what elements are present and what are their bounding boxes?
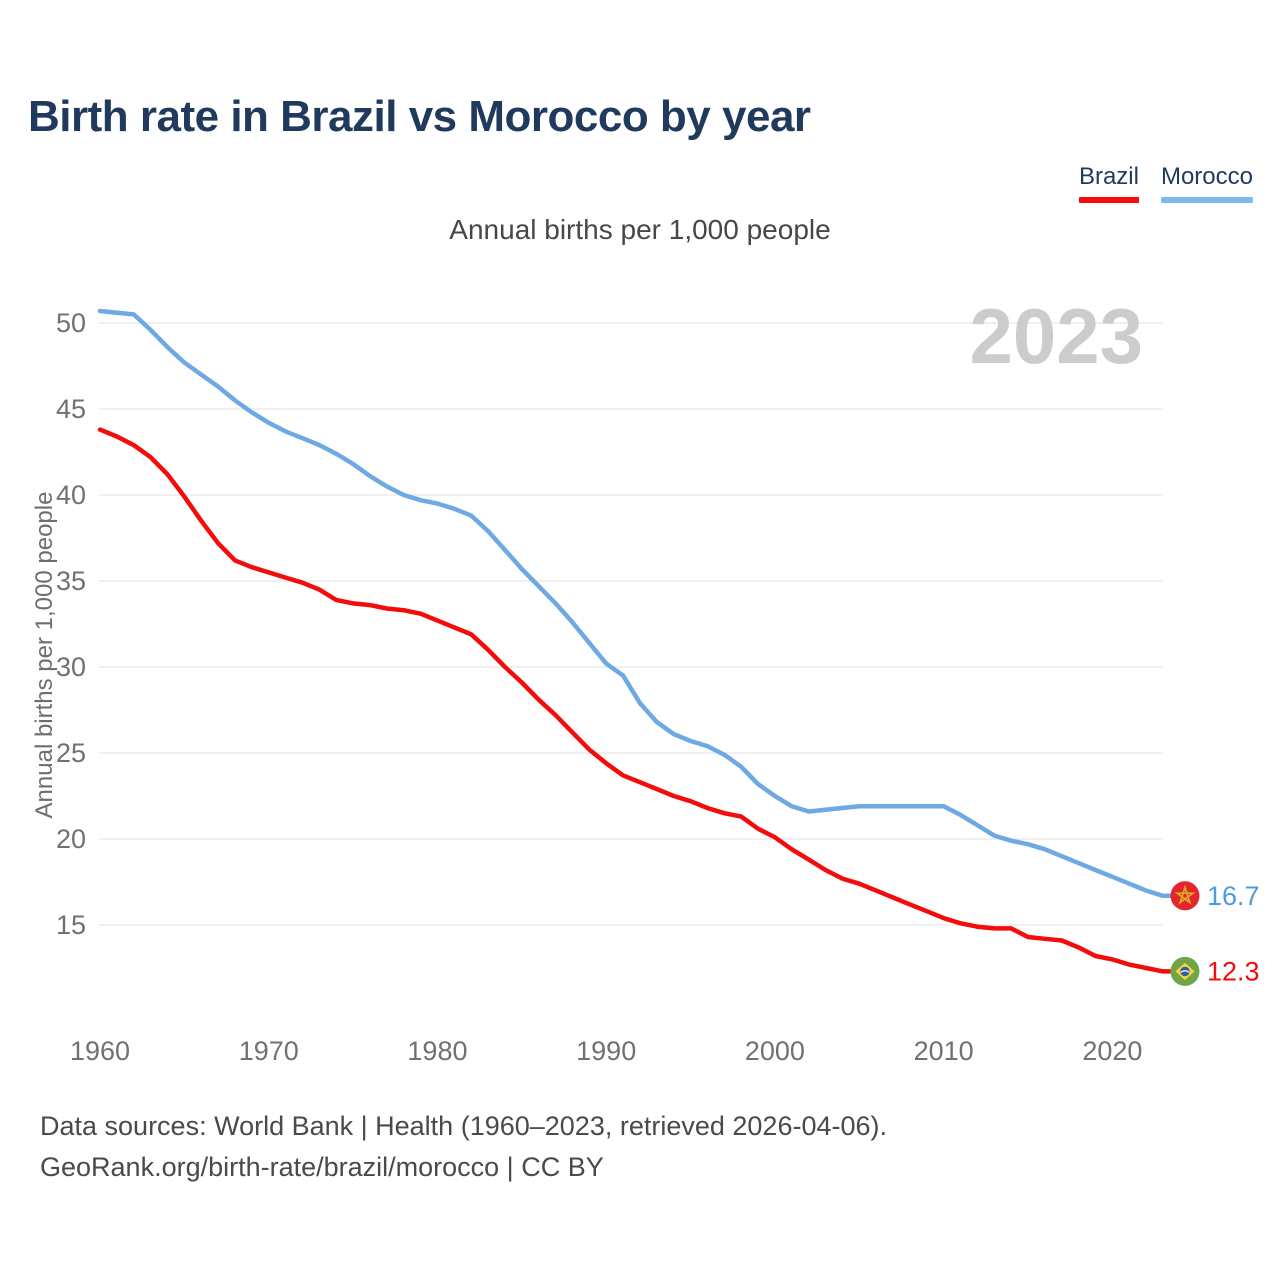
legend-underline-brazil	[1078, 197, 1139, 203]
footer: Data sources: World Bank | Health (1960–…	[40, 1106, 887, 1188]
page-title: Birth rate in Brazil vs Morocco by year	[28, 92, 811, 141]
footer-attribution: GeoRank.org/birth-rate/brazil/morocco | …	[40, 1152, 604, 1182]
end-value-label-morocco: 16.7	[1207, 881, 1260, 911]
x-tick-label-2000: 2000	[745, 1036, 805, 1066]
y-tick-label-20: 20	[56, 824, 86, 854]
end-value-label-brazil: 12.3	[1207, 956, 1260, 986]
y-tick-label-45: 45	[56, 394, 86, 424]
x-tick-label-1990: 1990	[576, 1036, 636, 1066]
y-tick-label-40: 40	[56, 480, 86, 510]
legend-label-brazil: Brazil	[1078, 163, 1139, 190]
y-tick-label-35: 35	[56, 566, 86, 596]
x-tick-label-2010: 2010	[914, 1036, 974, 1066]
series-line-morocco	[97, 308, 1174, 899]
brazil-flag-icon	[1170, 956, 1200, 986]
footer-data-sources: Data sources: World Bank | Health (1960–…	[40, 1111, 887, 1141]
morocco-flag-icon	[1170, 881, 1200, 911]
x-tick-label-1980: 1980	[407, 1036, 467, 1066]
legend-underline-morocco	[1160, 197, 1253, 203]
x-tick-label-2020: 2020	[1082, 1036, 1142, 1066]
y-tick-label-25: 25	[56, 738, 86, 768]
legend-item-brazil[interactable]: Brazil	[1078, 163, 1139, 203]
legend: Brazil Morocco	[1078, 163, 1253, 203]
series-line-brazil	[97, 427, 1174, 974]
y-tick-label-30: 30	[56, 652, 86, 682]
legend-label-morocco: Morocco	[1160, 163, 1253, 190]
watermark-year: 2023	[969, 292, 1143, 380]
y-tick-label-50: 50	[56, 308, 86, 338]
x-tick-label-1970: 1970	[239, 1036, 299, 1066]
y-tick-label-15: 15	[56, 910, 86, 940]
legend-item-morocco[interactable]: Morocco	[1160, 163, 1253, 203]
chart-subtitle: Annual births per 1,000 people	[449, 214, 831, 245]
x-tick-label-1960: 1960	[70, 1036, 130, 1066]
